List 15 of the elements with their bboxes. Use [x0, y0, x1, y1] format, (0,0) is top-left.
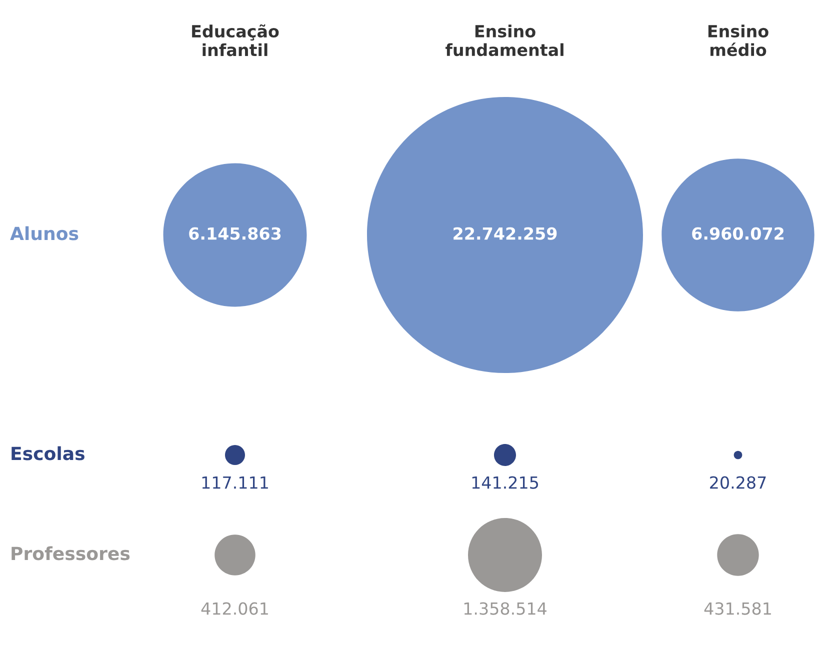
- legend-label: Escolas: [12, 446, 84, 460]
- data-label: 412.061: [201, 602, 268, 615]
- data-label: 20.287: [710, 476, 766, 489]
- text: Alunos: [10, 226, 78, 240]
- data-label: 22.742.259: [454, 227, 557, 240]
- category-label: Ensino fundamental: [446, 24, 564, 56]
- data-label: 6.960.072: [692, 227, 784, 240]
- data-label: 6.145.863: [189, 227, 281, 240]
- category-label: Educação infantil: [192, 24, 279, 56]
- legend-label: Professores: [12, 546, 130, 560]
- category-label: Ensino médio: [708, 24, 768, 56]
- data-label: 1.358.514: [464, 602, 546, 615]
- data-label: 117.111: [202, 476, 268, 489]
- data-label: 141.215: [472, 476, 538, 489]
- data-label: 431.581: [704, 602, 771, 615]
